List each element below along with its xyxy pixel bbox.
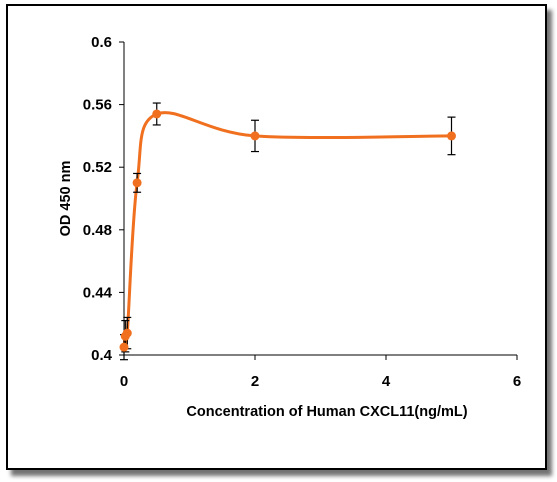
chart-frame xyxy=(6,4,547,470)
data-point xyxy=(250,131,260,141)
data-point xyxy=(122,328,132,338)
y-axis: 0.4 0.44 0.48 0.52 0.56 0.6 xyxy=(83,34,125,364)
y-tick-label: 0.4 xyxy=(91,347,113,364)
x-tick-label: 2 xyxy=(251,373,259,390)
series-line xyxy=(122,111,452,348)
x-axis-title: Concentration of Human CXCL11(ng/mL) xyxy=(186,404,467,420)
data-point xyxy=(447,131,456,141)
x-tick-label: 0 xyxy=(120,373,128,390)
x-axis: 0 2 4 6 xyxy=(120,354,521,390)
plot-area xyxy=(119,102,456,361)
y-tick-label: 0.6 xyxy=(91,34,112,51)
data-point xyxy=(152,109,162,119)
y-axis-title: OD 450 nm xyxy=(58,161,74,237)
y-tick-label: 0.48 xyxy=(83,222,112,239)
x-tick-label: 6 xyxy=(513,373,521,390)
y-tick-label: 0.52 xyxy=(83,159,112,176)
x-tick-label: 4 xyxy=(382,373,391,390)
y-tick-label: 0.56 xyxy=(83,97,112,114)
y-tick-label: 0.44 xyxy=(83,284,113,301)
data-point xyxy=(132,178,142,188)
data-point xyxy=(119,342,129,352)
